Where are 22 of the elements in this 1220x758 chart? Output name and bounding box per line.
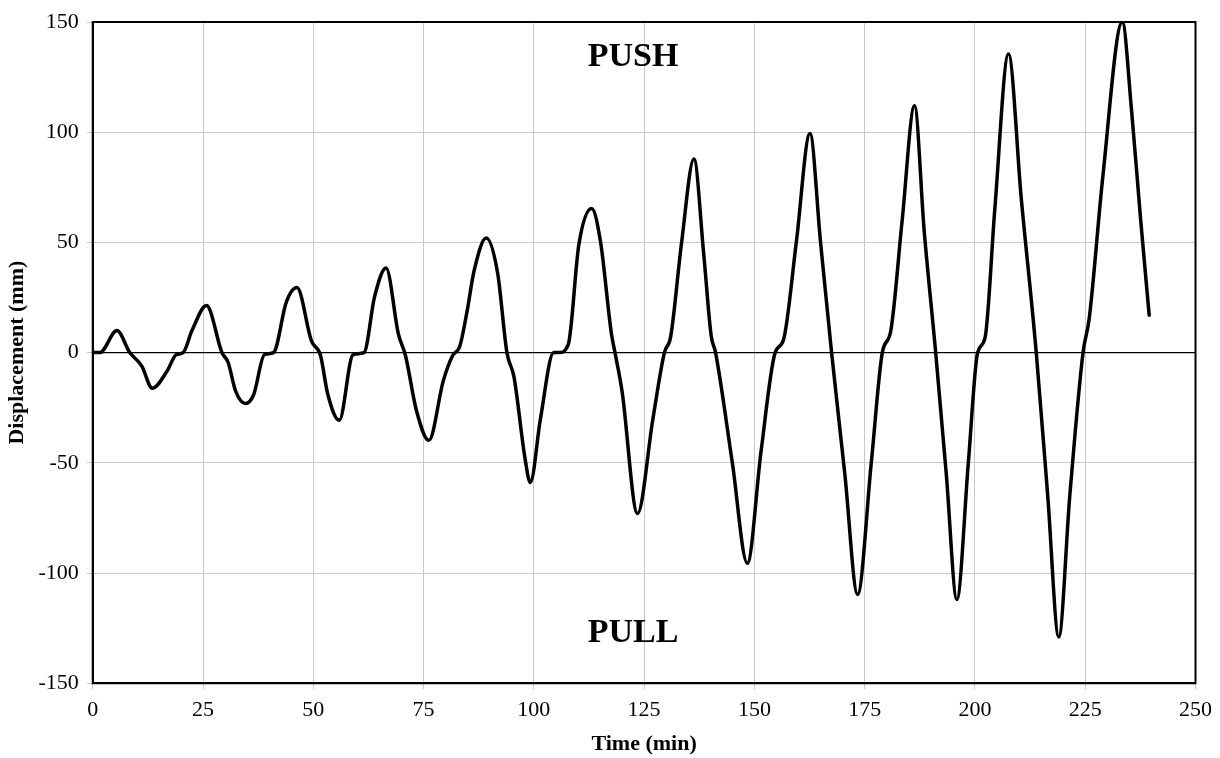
x-tick-label: 25 <box>192 696 214 722</box>
annotation: PUSH <box>587 35 679 73</box>
x-tick-label: 150 <box>737 696 771 722</box>
x-tick-label: 175 <box>848 696 882 722</box>
x-tick-label: 200 <box>958 696 992 722</box>
x-tick-label: 75 <box>412 696 435 722</box>
y-axis-title: Displacement (mm) <box>2 260 28 445</box>
x-tick-label: 250 <box>1179 696 1212 722</box>
y-tick-label: 50 <box>56 228 79 254</box>
y-tick-label: -100 <box>38 558 79 584</box>
x-tick-label: 225 <box>1068 696 1102 722</box>
y-tick-label: 150 <box>45 7 79 33</box>
x-tick-label: 125 <box>627 696 661 722</box>
y-tick-label: 100 <box>45 117 79 143</box>
x-axis-title: Time (min) <box>591 730 697 756</box>
y-tick-label: 0 <box>67 338 79 364</box>
x-tick-label: 0 <box>87 696 99 722</box>
annotation: PULL <box>587 611 679 649</box>
x-tick-label: 100 <box>517 696 551 722</box>
y-tick-label: -50 <box>49 448 79 474</box>
y-tick-label: -150 <box>38 668 79 694</box>
x-tick-label: 50 <box>302 696 325 722</box>
